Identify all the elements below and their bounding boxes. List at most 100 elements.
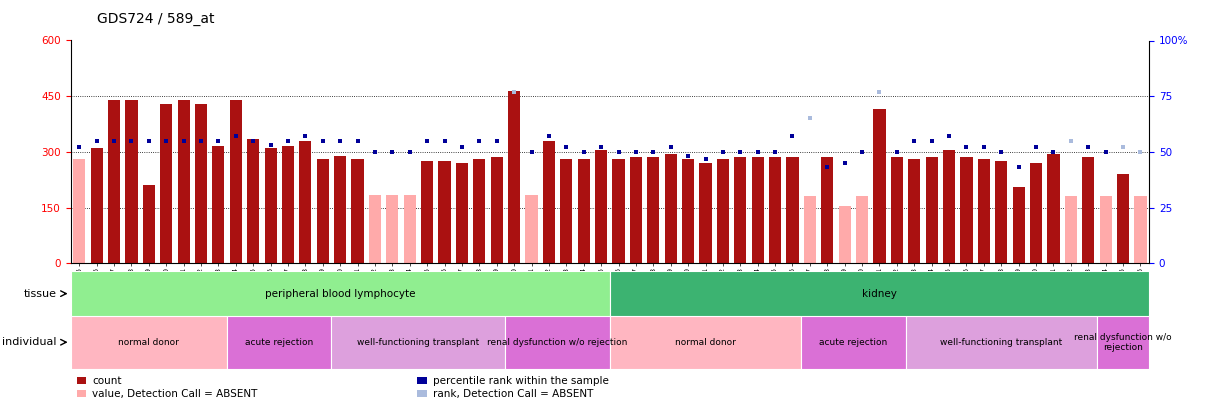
Bar (71, 271, 609, 316)
Bar (491, 158, 503, 263)
Bar (908, 159, 921, 263)
Bar (1047, 154, 1059, 263)
Point (295, 133, 315, 140)
Bar (125, 100, 137, 263)
Point (1096, 149, 1115, 155)
Bar (561, 159, 573, 263)
Point (922, 138, 941, 144)
Bar (978, 159, 990, 263)
Text: renal dysfunction w/o
rejection: renal dysfunction w/o rejection (1074, 333, 1172, 352)
Bar (595, 150, 607, 263)
Point (539, 133, 558, 140)
Bar (334, 156, 347, 263)
Point (365, 149, 384, 155)
Point (609, 149, 629, 155)
Point (731, 149, 750, 155)
Point (157, 138, 176, 144)
Bar (1082, 158, 1094, 263)
Point (435, 138, 455, 144)
Bar (404, 194, 416, 263)
Point (748, 149, 767, 155)
Bar (682, 159, 694, 263)
Bar (178, 100, 190, 263)
Bar (647, 158, 659, 263)
Point (191, 138, 210, 144)
Bar (332, 316, 506, 369)
Bar (995, 161, 1007, 263)
Point (888, 149, 907, 155)
Point (400, 149, 420, 155)
Point (957, 144, 976, 151)
Bar (925, 158, 938, 263)
Bar (699, 163, 711, 263)
Bar (804, 196, 816, 263)
Point (800, 115, 820, 122)
Bar (751, 158, 764, 263)
Bar (282, 146, 294, 263)
Bar (906, 316, 1097, 369)
Bar (609, 316, 801, 369)
Bar (456, 163, 468, 263)
Point (1114, 144, 1133, 151)
Bar (1118, 174, 1130, 263)
Bar (227, 316, 332, 369)
Point (383, 149, 402, 155)
Bar (473, 159, 485, 263)
Bar (213, 146, 225, 263)
Bar (439, 161, 451, 263)
Text: kidney: kidney (862, 289, 897, 298)
Text: count: count (92, 376, 122, 386)
Text: GDS724 / 589_at: GDS724 / 589_at (97, 12, 215, 26)
Bar (734, 158, 747, 263)
Point (591, 144, 610, 151)
Point (696, 156, 715, 162)
Bar (578, 159, 590, 263)
Bar (1065, 196, 1077, 263)
Bar (508, 91, 520, 263)
Bar (1097, 316, 1149, 369)
Point (313, 138, 332, 144)
Point (261, 142, 281, 149)
Bar (161, 104, 173, 263)
Bar (839, 206, 851, 263)
Point (174, 138, 193, 144)
Bar (613, 159, 625, 263)
Point (662, 144, 681, 151)
Bar (230, 100, 242, 263)
Point (417, 138, 437, 144)
Point (488, 138, 507, 144)
Bar (265, 148, 277, 263)
Bar (73, 159, 85, 263)
Bar (71, 316, 227, 369)
Bar (856, 196, 868, 263)
Bar (891, 158, 903, 263)
Point (626, 149, 646, 155)
Point (765, 149, 784, 155)
Bar (961, 158, 973, 263)
Bar (1099, 196, 1111, 263)
Point (86, 138, 106, 144)
Point (1009, 164, 1029, 171)
Bar (665, 154, 677, 263)
Text: tissue: tissue (23, 289, 57, 298)
Text: rank, Detection Call = ABSENT: rank, Detection Call = ABSENT (433, 389, 593, 399)
Bar (299, 141, 311, 263)
Point (905, 138, 924, 144)
Text: acute rejection: acute rejection (820, 338, 888, 347)
Text: normal donor: normal donor (675, 338, 736, 347)
Text: well-functioning transplant: well-functioning transplant (358, 338, 479, 347)
Point (939, 133, 958, 140)
Point (557, 144, 576, 151)
Point (643, 149, 663, 155)
Bar (716, 159, 728, 263)
Point (852, 149, 872, 155)
Bar (630, 158, 642, 263)
Point (574, 149, 593, 155)
Bar (873, 109, 885, 263)
Bar (387, 194, 399, 263)
Point (243, 138, 263, 144)
Point (835, 160, 855, 166)
Point (991, 149, 1010, 155)
Point (713, 149, 732, 155)
Point (209, 138, 229, 144)
